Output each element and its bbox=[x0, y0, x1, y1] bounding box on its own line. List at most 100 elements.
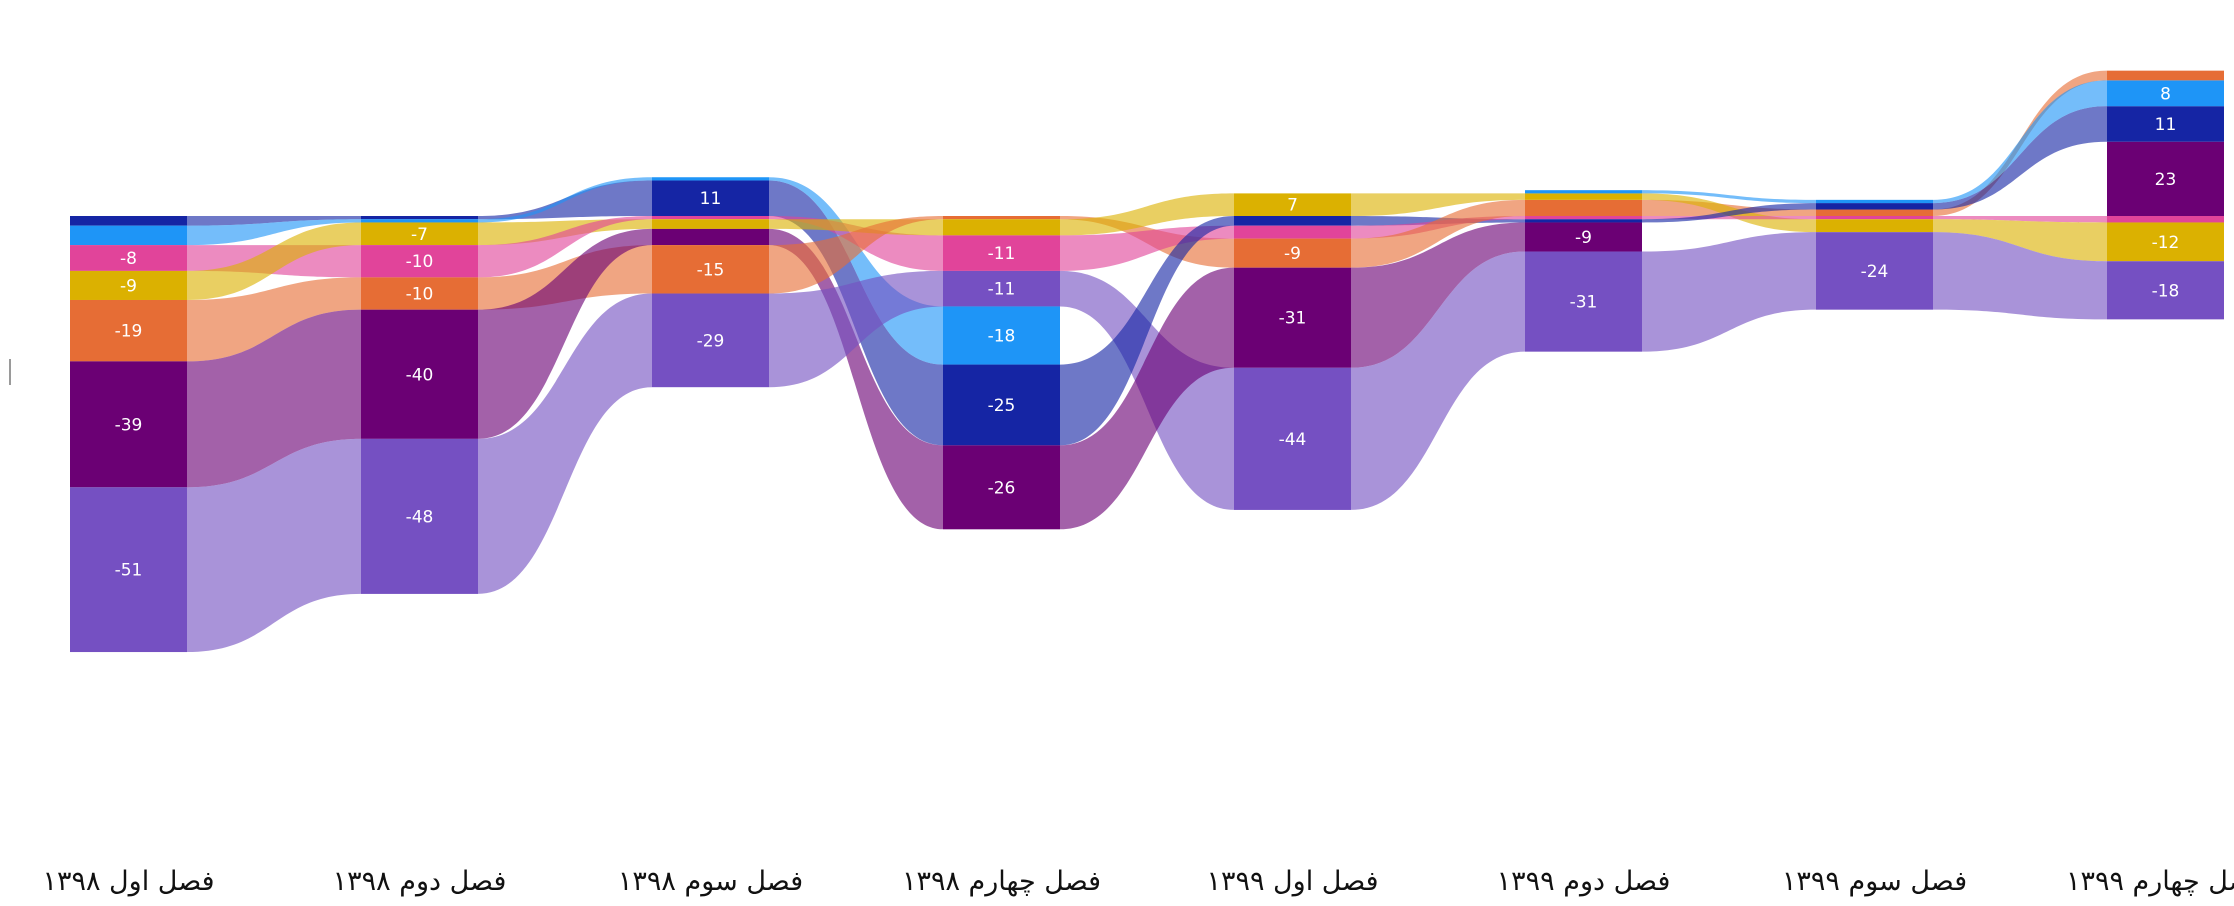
value-label-purple-3: -26 bbox=[988, 478, 1016, 498]
value-label-orange-1: -10 bbox=[406, 285, 434, 305]
ribbon-orange-4 bbox=[1351, 199, 1525, 268]
bar-purple-2 bbox=[652, 228, 769, 246]
bar-navy-4 bbox=[1234, 216, 1351, 226]
category-label-2: فصل سوم ۱۳۹۸ bbox=[618, 866, 803, 897]
ribbon-navy-0 bbox=[187, 216, 361, 226]
value-label-gold-0: -9 bbox=[120, 276, 137, 296]
value-label-lavender-4: -44 bbox=[1279, 430, 1307, 450]
ribbon-purple-1 bbox=[478, 228, 652, 439]
bar-lavender-5 bbox=[1525, 251, 1642, 352]
value-label-navy-3: -25 bbox=[988, 396, 1016, 416]
bar-navy-3 bbox=[943, 364, 1060, 446]
value-label-orange-2: -15 bbox=[697, 260, 725, 280]
bar-orange-4 bbox=[1234, 238, 1351, 268]
bar-lavender-7 bbox=[2107, 261, 2224, 320]
value-label-lavender-7: -18 bbox=[2152, 281, 2180, 301]
bar-gold-2 bbox=[652, 219, 769, 229]
ribbon-purple-3 bbox=[1060, 267, 1234, 530]
bar-orange-6 bbox=[1816, 209, 1933, 216]
bar-lavender-4 bbox=[1234, 367, 1351, 510]
bar-sky-0 bbox=[70, 225, 187, 246]
value-label-pink-1: -10 bbox=[406, 252, 434, 272]
bar-purple-3 bbox=[943, 445, 1060, 530]
bar-lavender-2 bbox=[652, 293, 769, 388]
bar-gold-5 bbox=[1525, 193, 1642, 200]
bar-lavender-3 bbox=[943, 270, 1060, 307]
bar-orange-7 bbox=[2107, 70, 2224, 81]
value-label-pink-0: -8 bbox=[120, 249, 137, 269]
bar-gold-3 bbox=[943, 219, 1060, 236]
bar-orange-1 bbox=[361, 277, 478, 310]
bar-sky-7 bbox=[2107, 80, 2224, 107]
value-label-lavender-2: -29 bbox=[697, 331, 725, 351]
ribbon-pink-6 bbox=[1933, 216, 2107, 223]
left-edge-tick-mark bbox=[9, 359, 11, 385]
ribbon-lavender-5 bbox=[1642, 232, 1816, 352]
ribbon-purple-2 bbox=[769, 228, 943, 530]
ribbon-purple-0 bbox=[187, 309, 361, 488]
category-label-3: فصل چهارم ۱۳۹۸ bbox=[902, 866, 1101, 897]
bar-sky-5 bbox=[1525, 190, 1642, 194]
ribbon-gold-4 bbox=[1351, 193, 1525, 216]
ribbon-lavender-2 bbox=[769, 270, 943, 388]
bar-navy-5 bbox=[1525, 219, 1642, 223]
category-label-1: فصل دوم ۱۳۹۸ bbox=[333, 866, 507, 897]
value-label-gold-4: 7 bbox=[1287, 196, 1298, 216]
bar-lavender-6 bbox=[1816, 232, 1933, 310]
ribbon-sky-2 bbox=[769, 177, 943, 365]
category-label-6: فصل سوم ۱۳۹۹ bbox=[1782, 866, 1967, 897]
value-label-lavender-3: -11 bbox=[988, 280, 1016, 300]
bar-sky-6 bbox=[1816, 199, 1933, 204]
category-label-4: فصل اول ۱۳۹۹ bbox=[1206, 866, 1378, 897]
bar-pink-4 bbox=[1234, 225, 1351, 239]
value-label-purple-1: -40 bbox=[406, 365, 434, 385]
ribbon-pink-1 bbox=[478, 216, 652, 278]
bar-purple-0 bbox=[70, 361, 187, 488]
bar-navy-2 bbox=[652, 180, 769, 216]
ribbon-navy-6 bbox=[1933, 106, 2107, 210]
ribbon-gold-0 bbox=[187, 222, 361, 300]
bar-sky-2 bbox=[652, 177, 769, 181]
bar-gold-0 bbox=[70, 270, 187, 300]
value-label-purple-4: -31 bbox=[1279, 309, 1307, 329]
bar-navy-0 bbox=[70, 216, 187, 226]
value-label-pink-3: -11 bbox=[988, 244, 1016, 264]
ribbon-lavender-1 bbox=[478, 293, 652, 594]
value-label-purple-5: -9 bbox=[1575, 228, 1592, 248]
ribbon-orange-2 bbox=[769, 216, 943, 294]
bar-purple-4 bbox=[1234, 267, 1351, 368]
bar-navy-1 bbox=[361, 216, 478, 220]
ribbon-orange-0 bbox=[187, 277, 361, 362]
ribbon-lavender-6 bbox=[1933, 232, 2107, 320]
bar-pink-7 bbox=[2107, 216, 2224, 223]
ribbon-lavender-0 bbox=[187, 438, 361, 653]
bar-pink-6 bbox=[1816, 216, 1933, 220]
ribbon-sky-1 bbox=[478, 177, 652, 223]
bar-gold-1 bbox=[361, 222, 478, 246]
category-label-7: فصل چهارم ۱۳۹۹ bbox=[2066, 866, 2234, 897]
bar-lavender-1 bbox=[361, 438, 478, 594]
value-label-navy-7: 11 bbox=[2155, 115, 2177, 135]
bar-orange-5 bbox=[1525, 199, 1642, 216]
value-label-gold-1: -7 bbox=[411, 225, 428, 245]
bar-gold-4 bbox=[1234, 193, 1351, 216]
ribbon-navy-5 bbox=[1642, 203, 1816, 223]
ribbon-purple-4 bbox=[1351, 222, 1525, 368]
bar-pink-2 bbox=[652, 216, 769, 220]
value-label-lavender-6: -24 bbox=[1861, 262, 1889, 282]
value-label-sky-7: 8 bbox=[2160, 84, 2171, 104]
value-label-purple-7: 23 bbox=[2155, 170, 2177, 190]
bar-purple-5 bbox=[1525, 222, 1642, 252]
bar-pink-5 bbox=[1525, 216, 1642, 220]
value-label-orange-0: -19 bbox=[115, 322, 143, 342]
value-label-sky-3: -18 bbox=[988, 327, 1016, 347]
ribbon-sky-5 bbox=[1642, 190, 1816, 204]
bar-orange-3 bbox=[943, 216, 1060, 220]
bar-navy-6 bbox=[1816, 203, 1933, 210]
value-label-lavender-5: -31 bbox=[1570, 293, 1598, 313]
bar-orange-2 bbox=[652, 245, 769, 294]
value-label-orange-4: -9 bbox=[1284, 244, 1301, 264]
bar-purple-7 bbox=[2107, 141, 2224, 216]
ribbon-sky-6 bbox=[1933, 80, 2107, 204]
